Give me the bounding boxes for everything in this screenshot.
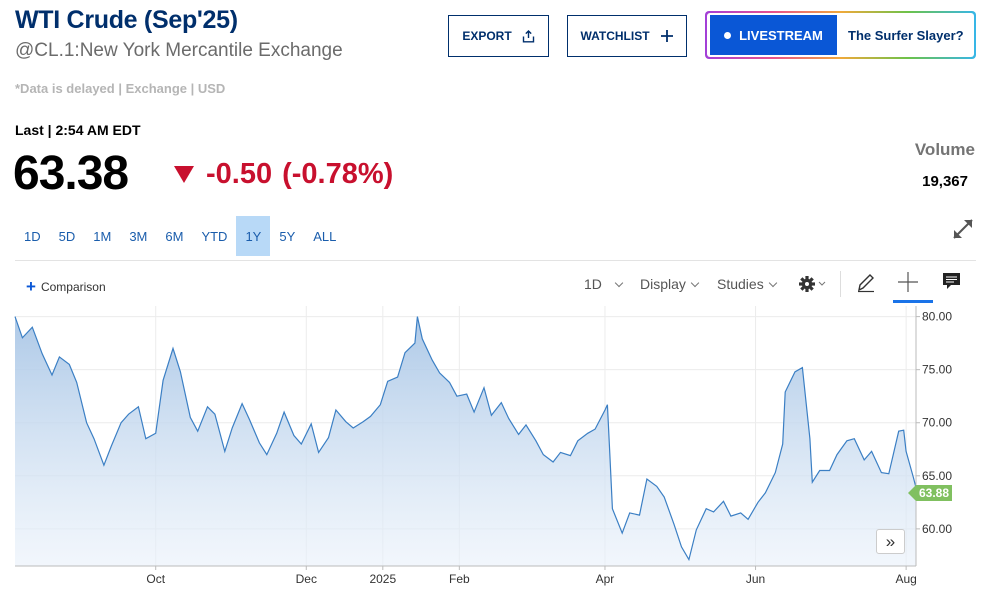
x-tick-label: Oct (146, 572, 165, 586)
instrument-title: WTI Crude (Sep'25) (15, 6, 238, 34)
y-tick-label: 60.00 (922, 522, 952, 536)
y-tick-label: 80.00 (922, 310, 952, 324)
expand-icon[interactable] (951, 217, 975, 241)
x-tick-label: Feb (449, 572, 470, 586)
interval-label: 1D (584, 276, 602, 292)
crosshair-icon[interactable] (898, 271, 918, 293)
volume-label: Volume (914, 140, 975, 159)
live-dot-icon (724, 31, 732, 39)
x-tick-label: Aug (895, 572, 916, 586)
x-tick-label: 2025 (369, 572, 396, 586)
volume-value: 19,367 (922, 173, 968, 190)
livestream-banner[interactable]: LIVESTREAM The Surfer Slayer? (705, 11, 976, 59)
change-value: -0.50 (206, 158, 273, 190)
range-tab-1y[interactable]: 1Y (236, 216, 271, 256)
range-tab-3m[interactable]: 3M (129, 228, 148, 244)
livestream-show-title[interactable]: The Surfer Slayer? (848, 27, 964, 43)
y-tick-label: 70.00 (922, 416, 952, 430)
range-tab-1m[interactable]: 1M (93, 228, 112, 244)
display-label: Display (640, 276, 686, 292)
range-tab-all[interactable]: ALL (313, 228, 337, 244)
section-divider (15, 260, 976, 261)
watchlist-button-label: WATCHLIST (580, 29, 650, 43)
range-tabs: 1D 5D 1M 3M 6M YTD 1Y 5Y ALL (15, 216, 345, 256)
plus-icon (660, 30, 673, 42)
x-tick-label: Dec (296, 572, 317, 586)
instrument-subtitle: @CL.1:New York Mercantile Exchange (15, 40, 343, 61)
price-area (15, 316, 916, 566)
active-tool-indicator (893, 300, 933, 303)
export-button[interactable]: EXPORT (448, 15, 549, 57)
pencil-icon[interactable] (856, 271, 876, 293)
last-price-badge (908, 484, 952, 501)
livestream-label: LIVESTREAM (739, 27, 823, 43)
gear-icon[interactable] (798, 274, 830, 294)
comparison-label: Comparison (40, 280, 106, 294)
studies-label: Studies (717, 276, 764, 292)
range-tab-ytd[interactable]: YTD (201, 228, 228, 244)
price-line (14, 316, 917, 562)
plus-icon: + (26, 277, 36, 296)
display-dropdown[interactable]: Display (640, 276, 700, 292)
double-chevron-right-icon: » (885, 531, 896, 551)
interval-dropdown[interactable]: 1D (584, 276, 624, 292)
x-tick-label: Apr (596, 572, 615, 586)
comment-icon[interactable] (942, 271, 961, 291)
last-trade-time: Last | 2:54 AM EDT (15, 122, 141, 138)
last-price-badge-label: 63.88 (919, 486, 949, 500)
share-icon (522, 29, 534, 42)
range-tab-5y[interactable]: 5Y (279, 228, 296, 244)
x-tick-label: Jun (746, 572, 765, 586)
comparison-button[interactable]: + Comparison (26, 277, 106, 296)
range-tab-1d[interactable]: 1D (24, 228, 41, 244)
range-tab-5d[interactable]: 5D (58, 228, 76, 244)
change-percent: (-0.78%) (282, 158, 394, 190)
price-change: -0.50 (-0.78%) (174, 158, 393, 191)
export-button-label: EXPORT (462, 29, 512, 43)
studies-dropdown[interactable]: Studies (717, 276, 777, 292)
delayed-note: *Data is delayed | Exchange | USD (15, 81, 226, 96)
scroll-right-button[interactable]: » (876, 529, 905, 554)
toolbar-separator (840, 271, 841, 297)
livestream-button[interactable]: LIVESTREAM (710, 15, 837, 55)
watchlist-button[interactable]: WATCHLIST (567, 15, 687, 57)
last-price: 63.38 (13, 147, 129, 200)
down-arrow-icon (174, 166, 194, 183)
y-tick-label: 75.00 (922, 363, 952, 377)
range-tab-6m[interactable]: 6M (165, 228, 184, 244)
y-tick-label: 65.00 (922, 469, 952, 483)
